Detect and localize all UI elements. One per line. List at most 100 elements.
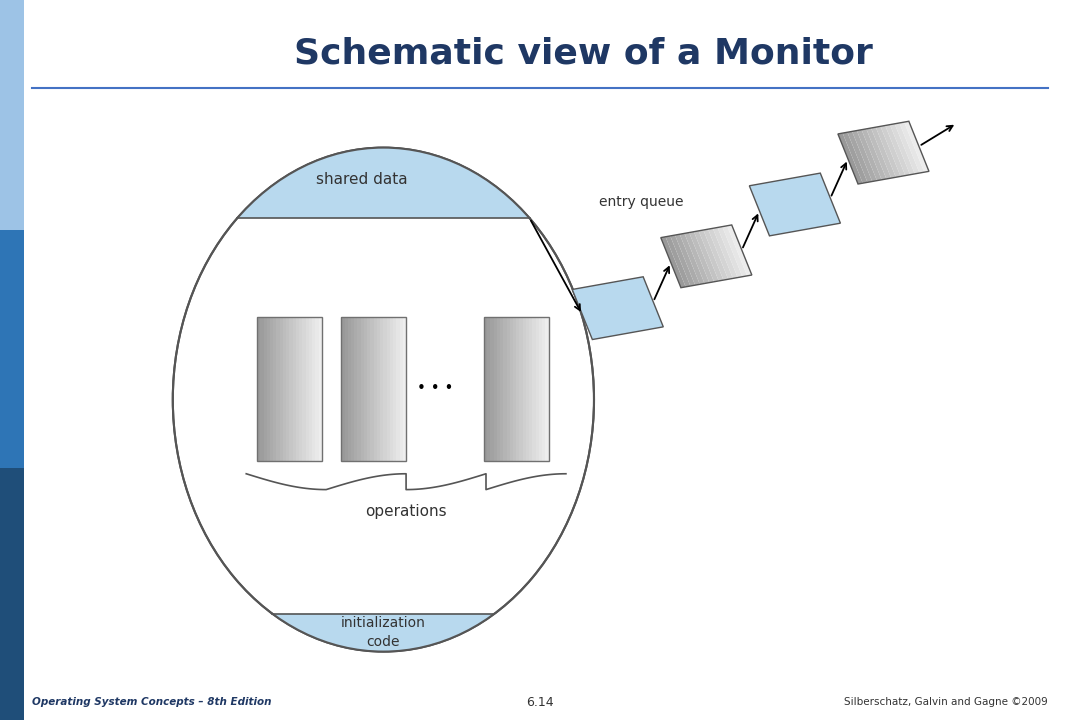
Bar <box>536 317 539 461</box>
Bar <box>519 317 523 461</box>
Polygon shape <box>703 229 728 280</box>
Polygon shape <box>727 225 752 276</box>
Text: operations: operations <box>365 504 447 518</box>
Polygon shape <box>838 133 863 184</box>
Bar <box>345 317 348 461</box>
Polygon shape <box>665 236 690 287</box>
Polygon shape <box>886 125 910 176</box>
Bar <box>351 317 354 461</box>
Text: • • •: • • • <box>417 382 454 396</box>
Polygon shape <box>852 130 877 181</box>
Bar <box>264 317 267 461</box>
Bar <box>490 317 494 461</box>
Bar <box>267 317 270 461</box>
Bar <box>260 317 264 461</box>
Bar <box>299 317 302 461</box>
Polygon shape <box>894 123 919 174</box>
Bar <box>484 317 549 461</box>
Bar <box>257 317 322 461</box>
Bar <box>503 317 507 461</box>
Bar <box>529 317 532 461</box>
Bar <box>487 317 490 461</box>
Bar <box>494 317 497 461</box>
Bar <box>497 317 500 461</box>
Bar <box>370 317 374 461</box>
Bar <box>312 317 315 461</box>
Bar <box>377 317 380 461</box>
Polygon shape <box>842 132 867 183</box>
Bar <box>367 317 370 461</box>
Bar <box>306 317 309 461</box>
Bar <box>341 317 345 461</box>
Bar <box>500 317 503 461</box>
Bar <box>0 468 24 720</box>
Bar <box>283 317 286 461</box>
Bar <box>289 317 293 461</box>
Polygon shape <box>693 231 719 282</box>
Bar <box>270 317 273 461</box>
Polygon shape <box>675 234 700 285</box>
Bar <box>293 317 296 461</box>
Bar <box>273 317 276 461</box>
Bar <box>319 317 322 461</box>
Bar <box>403 317 406 461</box>
Text: Silberschatz, Galvin and Gagne ©2009: Silberschatz, Galvin and Gagne ©2009 <box>843 697 1048 707</box>
Bar <box>315 317 319 461</box>
Polygon shape <box>876 126 901 177</box>
Text: Operating System Concepts – 8th Edition: Operating System Concepts – 8th Edition <box>32 697 272 707</box>
Bar <box>380 317 383 461</box>
Polygon shape <box>713 228 738 279</box>
Bar <box>302 317 306 461</box>
Bar <box>0 0 24 230</box>
Polygon shape <box>890 124 915 175</box>
Text: shared data: shared data <box>316 172 407 186</box>
Polygon shape <box>572 276 663 340</box>
Bar <box>361 317 364 461</box>
Bar <box>354 317 357 461</box>
Bar <box>484 317 487 461</box>
Polygon shape <box>848 132 873 182</box>
Bar <box>348 317 351 461</box>
Text: entry queue: entry queue <box>599 195 684 210</box>
Bar <box>396 317 400 461</box>
Bar <box>526 317 529 461</box>
Bar <box>513 317 516 461</box>
Polygon shape <box>238 148 529 218</box>
Bar <box>286 317 289 461</box>
Bar <box>390 317 393 461</box>
Bar <box>393 317 396 461</box>
Bar <box>364 317 367 461</box>
Ellipse shape <box>173 148 594 652</box>
Bar <box>276 317 280 461</box>
Bar <box>383 317 387 461</box>
Polygon shape <box>870 127 896 178</box>
Bar <box>507 317 510 461</box>
Polygon shape <box>856 130 881 181</box>
Polygon shape <box>880 125 905 176</box>
Polygon shape <box>708 228 733 279</box>
Bar <box>510 317 513 461</box>
Bar <box>539 317 542 461</box>
Bar <box>523 317 526 461</box>
Bar <box>0 230 24 468</box>
Bar <box>532 317 536 461</box>
Polygon shape <box>685 233 710 284</box>
Polygon shape <box>699 230 724 281</box>
Polygon shape <box>717 227 742 277</box>
Polygon shape <box>904 121 929 172</box>
Polygon shape <box>900 122 924 173</box>
Polygon shape <box>750 173 840 236</box>
Text: initialization
code: initialization code <box>341 616 426 649</box>
Bar <box>542 317 545 461</box>
Bar <box>387 317 390 461</box>
Bar <box>516 317 519 461</box>
Polygon shape <box>671 235 696 286</box>
Polygon shape <box>723 226 747 276</box>
Bar <box>257 317 260 461</box>
Bar <box>400 317 403 461</box>
Polygon shape <box>689 232 714 283</box>
Text: 6.14: 6.14 <box>526 696 554 708</box>
Bar <box>357 317 361 461</box>
Bar <box>545 317 549 461</box>
Bar <box>309 317 312 461</box>
